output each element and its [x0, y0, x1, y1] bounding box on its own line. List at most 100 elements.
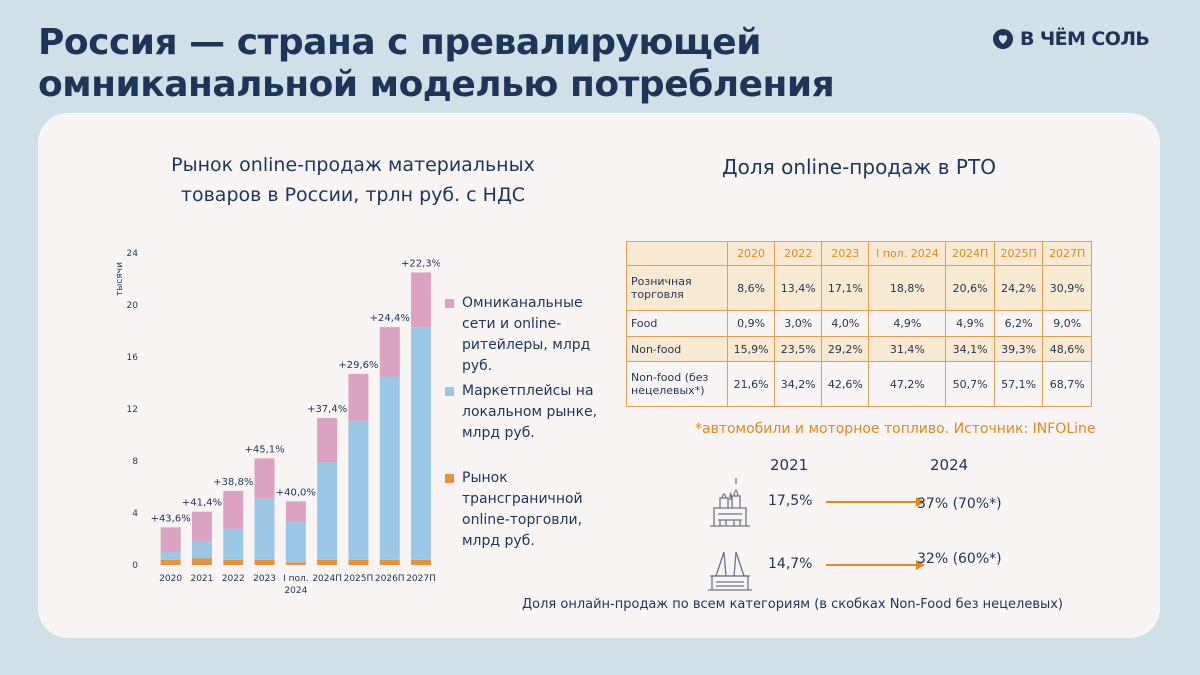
comparison-year-from: 2021: [770, 456, 809, 474]
table-cell: 13,4%: [774, 265, 823, 311]
table-cell: 3,0%: [774, 309, 823, 337]
bar-segment-crossborder: [285, 562, 306, 565]
table-row: Non-food 15,9% 23,5% 29,2% 31,4% 34,1% 3…: [626, 335, 1092, 363]
growth-label: +29,6%: [338, 360, 378, 371]
x-tick-label: 2027П: [406, 574, 436, 584]
table-row-label: Розничная торговля: [626, 265, 728, 311]
table-cell: 23,5%: [774, 335, 823, 363]
table-cell: 39,3%: [993, 335, 1044, 363]
comparison-to-value-spb: 32% (60%*): [917, 551, 1002, 567]
page-title: Россия — страна с превалирующей омникана…: [38, 22, 838, 106]
online-share-table: 2020 2022 2023 I пол. 2024 2024П 2025П 2…: [626, 240, 1092, 407]
y-tick-label: 12: [127, 405, 138, 415]
comparison-from-value-spb: 14,7%: [768, 556, 813, 572]
x-tick-label: 2022: [222, 574, 245, 584]
legend-label-omni: Омниканальные сети и online-ритейлеры, м…: [462, 295, 591, 374]
table-row-label: Non-food (без нецелевых*): [626, 361, 728, 407]
table-header-cell: 2027П: [1042, 240, 1092, 267]
bar-segment-marketplace: [160, 552, 181, 560]
x-tick-label: 2024П: [312, 574, 342, 584]
table-cell: 34,1%: [945, 335, 995, 363]
table-cell: 18,8%: [868, 265, 947, 311]
table-cell: 50,7%: [945, 361, 995, 407]
table-cell: 42,6%: [821, 361, 870, 407]
table-cell: 6,2%: [993, 309, 1044, 337]
bar-segment-omni: [348, 373, 369, 421]
x-tick-label: 2026П: [375, 574, 405, 584]
bar-segment-crossborder: [191, 558, 212, 565]
bar-segment-marketplace: [411, 327, 432, 560]
growth-label: +22,3%: [401, 259, 440, 270]
comparison-year-to: 2024: [930, 456, 969, 474]
legend-swatch-omni: [445, 299, 454, 308]
y-axis-label: тысячи: [115, 262, 125, 296]
table-row: Non-food (без нецелевых*) 21,6% 34,2% 42…: [626, 361, 1092, 407]
x-tick-label: 2025П: [344, 574, 374, 584]
online-sales-bar-chart: тысячи 0 4 8 12 16 20 24 +43,6% 2020 +41,4% 2021 +38…: [115, 249, 440, 596]
table-cell: 47,2%: [868, 361, 947, 407]
legend-swatch-marketplace: [445, 387, 454, 396]
bar-segment-marketplace: [254, 498, 275, 560]
legend-label-crossborder: Рынок трансграничной online-торговли, мл…: [462, 470, 583, 549]
comparison-from-value-moscow: 17,5%: [768, 493, 813, 509]
page-title-line-1: Россия — страна с превалирующей: [38, 22, 761, 63]
table-header-cell: 2022: [774, 240, 823, 267]
legend-item-marketplace: Маркетплейсы на локальном рынке, млрд ру…: [445, 381, 602, 444]
table-cell: 21,6%: [726, 361, 776, 407]
table-cell: 29,2%: [821, 335, 870, 363]
table-cell: 30,9%: [1042, 265, 1092, 311]
brand-logo-text: В ЧЁМ СОЛЬ: [1020, 28, 1150, 50]
arrow-right-icon: [826, 497, 925, 507]
chart-title-line-2: товаров в России, трлн руб. с НДС: [180, 184, 526, 206]
table-header-cell: 2024П: [945, 240, 995, 267]
growth-label: +45,1%: [244, 444, 284, 455]
bar-segment-marketplace: [348, 420, 369, 560]
table-cell: 48,6%: [1042, 335, 1092, 363]
table-header-row: 2020 2022 2023 I пол. 2024 2024П 2025П 2…: [626, 240, 1092, 267]
table-row: Food 0,9% 3,0% 4,0% 4,9% 4,9% 6,2% 9,0%: [626, 309, 1092, 337]
comparison-to-value-moscow: 37% (70%*): [917, 496, 1002, 512]
table-header-cell: 2023: [821, 240, 870, 267]
table-row-label: Non-food: [626, 335, 728, 363]
y-tick-label: 4: [132, 509, 138, 519]
bar-segment-marketplace: [379, 376, 400, 560]
bar-segment-omni: [191, 511, 212, 542]
bar-segment-crossborder: [317, 559, 338, 565]
x-tick-label: 2021: [190, 574, 213, 584]
arrow-right-icon: [826, 560, 925, 570]
heart-drop-icon: [993, 29, 1013, 49]
growth-label: +43,6%: [151, 513, 191, 524]
growth-label: +40,0%: [276, 487, 316, 498]
legend-swatch-crossborder: [445, 474, 454, 483]
table-cell: 20,6%: [945, 265, 995, 311]
bar-segment-omni: [411, 272, 432, 328]
share-table-title: Доля online-продаж в РТО: [722, 155, 996, 179]
bar-segment-crossborder: [254, 559, 275, 565]
growth-label: +38,8%: [213, 477, 253, 488]
table-cell: 57,1%: [993, 361, 1044, 407]
growth-label: +37,4%: [307, 404, 347, 415]
bar-segment-marketplace: [223, 528, 244, 560]
spb-bridge-icon: [708, 551, 752, 591]
table-row: Розничная торговля 8,6% 13,4% 17,1% 18,8…: [626, 265, 1092, 311]
table-cell: 17,1%: [821, 265, 870, 311]
table-cell: 4,9%: [945, 309, 995, 337]
table-cell: 4,0%: [821, 309, 870, 337]
bar-segment-omni: [223, 490, 244, 529]
growth-label: +24,4%: [370, 313, 410, 324]
bottom-caption: Доля онлайн-продаж по всем категориям (в…: [522, 597, 1064, 612]
table-cell: 34,2%: [774, 361, 823, 407]
bar-segment-omni: [285, 501, 306, 523]
table-cell: 4,9%: [868, 309, 947, 337]
table-header-cell: I пол. 2024: [868, 240, 947, 267]
bar-segment-omni: [317, 418, 338, 463]
table-corner-cell: [626, 240, 728, 267]
growth-label: +41,4%: [182, 498, 222, 509]
bar-segment-crossborder: [379, 559, 400, 565]
x-tick-label: I пол. 2024: [283, 574, 309, 596]
table-cell: 0,9%: [726, 309, 776, 337]
table-row-label: Food: [626, 309, 728, 337]
bar-segment-omni: [254, 458, 275, 499]
bar-segment-marketplace: [191, 541, 212, 559]
bar-segment-crossborder: [411, 559, 432, 565]
